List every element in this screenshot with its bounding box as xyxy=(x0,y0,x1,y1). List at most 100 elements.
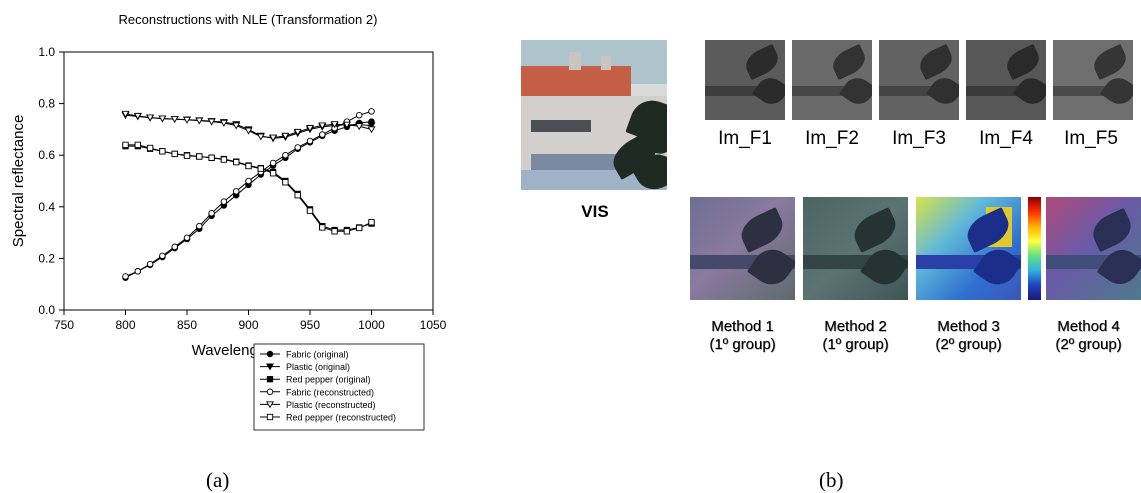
data-point xyxy=(342,121,351,129)
vis-image xyxy=(521,40,667,190)
legend-marker xyxy=(266,376,274,383)
filter-label-5: Im_F5 xyxy=(1064,128,1118,149)
filter-image-5 xyxy=(1053,40,1133,120)
data-point xyxy=(256,133,265,141)
legend-entry: Plastic (original) xyxy=(286,362,350,372)
series-line-4 xyxy=(125,110,372,277)
filter-image-3 xyxy=(879,40,959,120)
data-point xyxy=(269,159,277,167)
data-point xyxy=(183,234,191,242)
data-point xyxy=(219,119,228,127)
data-point xyxy=(195,117,204,125)
data-point xyxy=(159,252,166,260)
method-4-label: Method 4 (2º group) xyxy=(1036,318,1141,354)
method-1-label: Method 1 (1º group) xyxy=(685,318,800,354)
filter-label-1: Im_F1 xyxy=(718,128,772,149)
data-point xyxy=(171,243,178,251)
legend-entry: Fabric (original) xyxy=(286,350,349,360)
x-tick-label: 850 xyxy=(177,318,197,332)
x-tick-label: 750 xyxy=(54,318,74,332)
legend-entry: Red pepper (reconstructed) xyxy=(286,413,396,423)
filter-image-4 xyxy=(966,40,1046,120)
data-point xyxy=(208,209,215,217)
data-point xyxy=(245,162,252,170)
y-tick-label: 1.0 xyxy=(38,45,55,59)
method-3-label: Method 3 (2º group) xyxy=(911,318,1026,354)
method-1-image xyxy=(690,197,795,300)
data-point xyxy=(355,123,364,131)
data-point xyxy=(294,144,301,151)
data-point xyxy=(133,112,142,120)
data-point xyxy=(207,118,216,126)
method-4-title: Method 4 xyxy=(1057,318,1120,335)
x-tick-label: 950 xyxy=(300,318,320,332)
data-point xyxy=(293,128,302,136)
filter-image-1 xyxy=(705,40,785,120)
data-point xyxy=(367,126,376,134)
legend-marker xyxy=(266,363,274,371)
filter-label-3: Im_F3 xyxy=(892,128,946,149)
y-tick-label: 0.4 xyxy=(38,200,55,214)
legend-marker xyxy=(266,350,274,358)
data-point xyxy=(134,141,141,149)
y-tick-label: 0.6 xyxy=(38,148,55,162)
data-point xyxy=(183,152,191,159)
data-point xyxy=(158,115,167,123)
data-point xyxy=(232,188,240,195)
method-4-group: (2º group) xyxy=(1055,336,1122,353)
x-tick-label: 900 xyxy=(238,318,258,332)
data-point xyxy=(319,131,326,138)
caption-a: (a) xyxy=(206,468,230,492)
legend-box xyxy=(253,343,425,431)
filter-label-2: Im_F2 xyxy=(805,128,859,149)
method-3-image xyxy=(916,197,1021,300)
data-point xyxy=(331,228,338,235)
y-tick-label: 0.2 xyxy=(38,251,55,265)
data-point xyxy=(318,122,327,130)
method-1-group: (1º group) xyxy=(709,336,776,353)
data-point xyxy=(232,122,241,130)
method-2-group: (1º group) xyxy=(822,336,889,353)
data-point xyxy=(294,192,301,199)
data-point xyxy=(245,177,252,185)
method-1-title: Method 1 xyxy=(711,318,774,335)
method-2-label: Method 2 (1º group) xyxy=(798,318,913,354)
data-point xyxy=(159,148,166,155)
data-point xyxy=(367,122,376,130)
data-point xyxy=(319,224,326,231)
method-3-title: Method 3 xyxy=(937,318,1000,335)
data-point xyxy=(306,137,314,145)
x-tick-label: 1000 xyxy=(358,318,385,332)
y-axis-label: Spectral reflectance xyxy=(10,115,27,248)
legend-marker xyxy=(266,413,274,421)
filter-image-2 xyxy=(792,40,872,120)
data-point xyxy=(146,260,154,268)
data-point xyxy=(282,179,289,186)
caption-b: (b) xyxy=(819,468,844,492)
data-point xyxy=(134,268,142,275)
data-point xyxy=(244,127,253,135)
data-point xyxy=(355,111,363,119)
data-point xyxy=(269,134,278,142)
y-tick-label: 0.0 xyxy=(38,303,55,317)
y-tick-label: 0.8 xyxy=(38,97,55,111)
window-row xyxy=(531,120,591,132)
roof xyxy=(521,66,631,96)
legend-entry: Plastic (reconstructed) xyxy=(286,400,376,410)
data-point xyxy=(356,224,363,232)
ground xyxy=(521,170,667,190)
method-2-title: Method 2 xyxy=(824,318,887,335)
method-4-image xyxy=(1046,197,1141,300)
data-point xyxy=(343,228,351,235)
data-point xyxy=(306,125,314,133)
data-point xyxy=(306,207,314,214)
data-point xyxy=(183,116,191,124)
data-point xyxy=(170,116,179,123)
data-point xyxy=(121,110,130,118)
filter-label-4: Im_F4 xyxy=(979,128,1033,149)
data-point xyxy=(368,219,375,226)
chart-title: Reconstructions with NLE (Transformation… xyxy=(119,12,378,27)
legend-marker xyxy=(266,388,274,396)
data-point xyxy=(282,151,289,159)
x-tick-label: 1050 xyxy=(420,318,447,332)
